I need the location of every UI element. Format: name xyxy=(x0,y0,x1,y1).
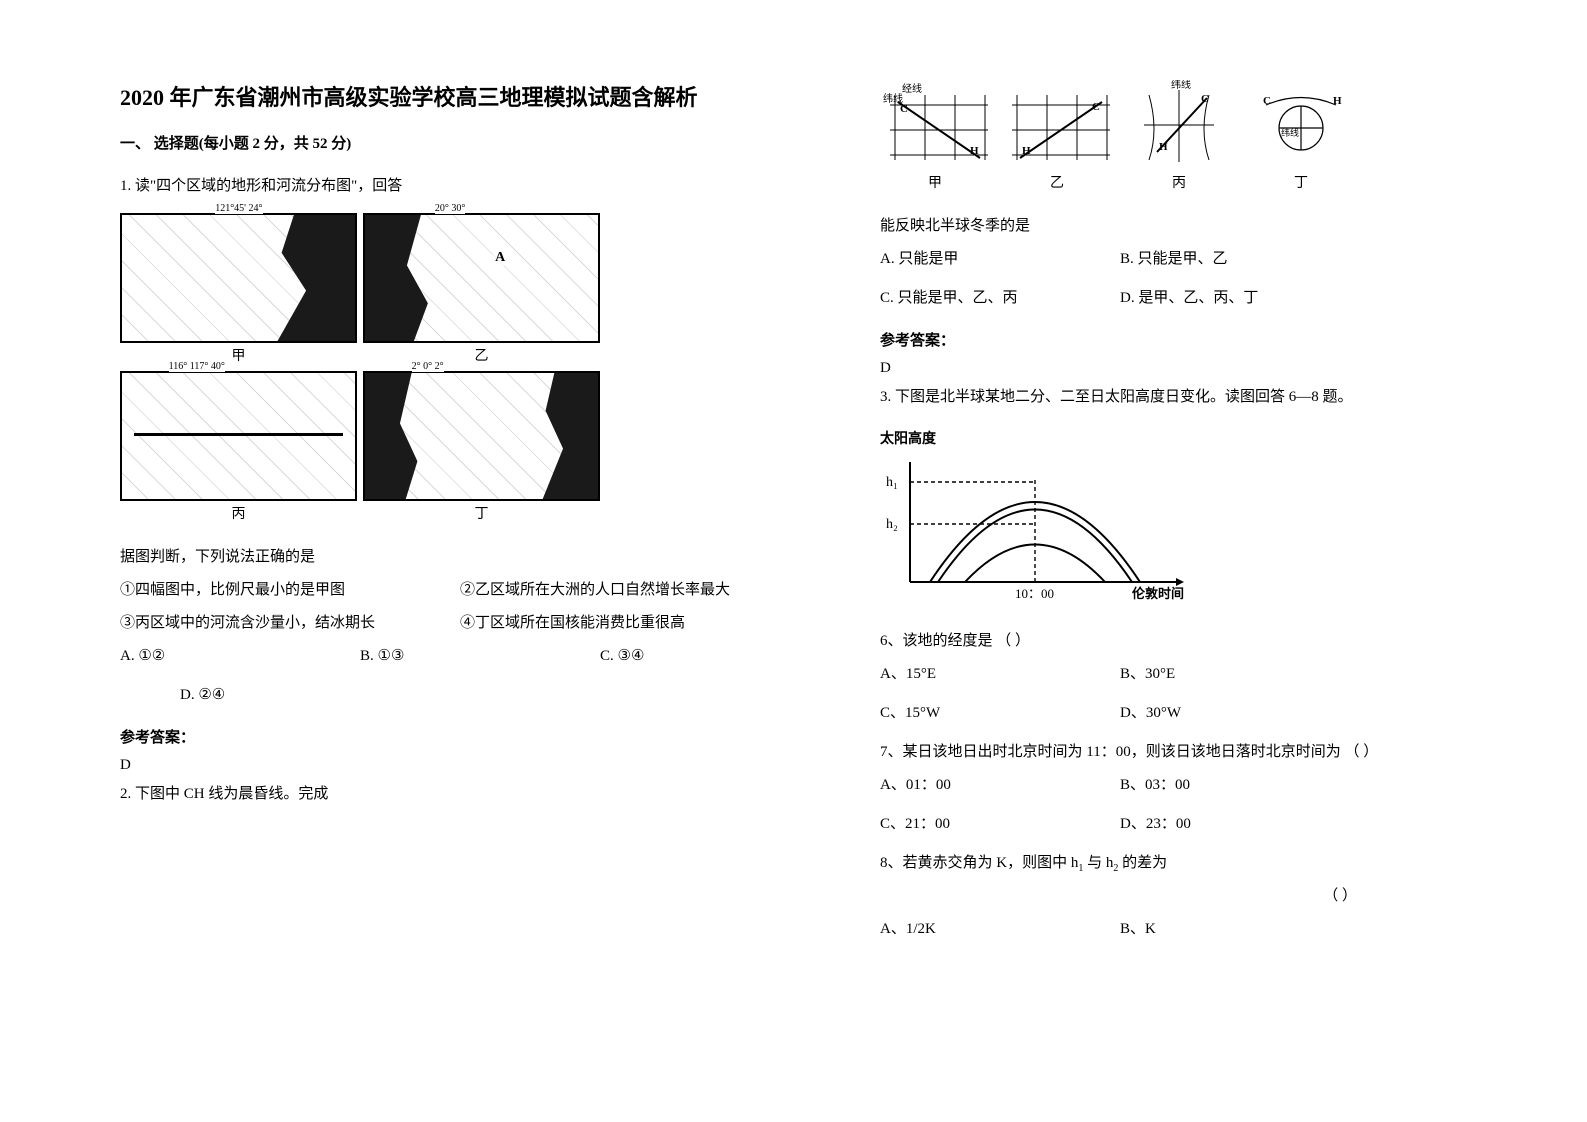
q2-opt-c: C. 只能是甲、乙、丙 xyxy=(880,282,1120,315)
svg-text:C: C xyxy=(1092,101,1100,113)
left-column: 2020 年广东省潮州市高级实验学校高三地理模拟试题含解析 一、 选择题(每小题… xyxy=(100,80,840,1082)
q3-6-C: C、15°W xyxy=(880,697,1120,730)
svg-text:C: C xyxy=(1263,95,1271,107)
svg-text:H: H xyxy=(1022,145,1031,157)
q2-opt-a: A. 只能是甲 xyxy=(880,243,1120,276)
map-label-jia: 甲 xyxy=(120,345,357,365)
q2-answer-label: 参考答案： xyxy=(880,329,1467,350)
q3-7-B: B、03：00 xyxy=(1120,769,1360,802)
map-letter-A: A xyxy=(493,250,507,266)
q3-8-A: A、1/2K xyxy=(880,913,1120,946)
q3-6-prompt: 6、该地的经度是 （ ） xyxy=(880,625,1467,658)
q1-stem: 1. 读"四个区域的地形和河流分布图"，回答 xyxy=(120,171,800,201)
map-label-ding: 丁 xyxy=(363,503,600,523)
q1-s3: ③丙区域中的河流含沙量小，结冰期长 xyxy=(120,607,460,640)
q3-6-B: B、30°E xyxy=(1120,658,1360,691)
q2-stem: 2. 下图中 CH 线为晨昏线。完成 xyxy=(120,778,800,811)
q1-answer: D xyxy=(120,757,800,774)
q2-prompt: 能反映北半球冬季的是 xyxy=(880,210,1467,243)
map-yi: 20° 30° A xyxy=(363,213,600,343)
page-title: 2020 年广东省潮州市高级实验学校高三地理模拟试题含解析 xyxy=(120,80,800,112)
diagram-ding: C H 纬线 丁 xyxy=(1246,80,1356,192)
map-ding: 2° 0° 2° xyxy=(363,371,600,501)
q2-answer: D xyxy=(880,360,1467,377)
sun-altitude-chart: h₁ h₂ 10：00 伦敦时间 xyxy=(880,452,1200,602)
svg-text:H: H xyxy=(1333,95,1342,107)
q3-chart: 太阳高度 h₁ h₂ 10：00 伦敦时间 xyxy=(880,428,1467,607)
q3-6-D: D、30°W xyxy=(1120,697,1360,730)
svg-text:10：00: 10：00 xyxy=(1015,586,1054,601)
q3-7-C: C、21：00 xyxy=(880,808,1120,841)
map-label-bing: 丙 xyxy=(120,503,357,523)
svg-text:H: H xyxy=(1159,141,1168,153)
svg-text:C: C xyxy=(900,103,908,115)
q1-opt-b: B. ①③ xyxy=(360,640,600,673)
svg-text:伦敦时间: 伦敦时间 xyxy=(1132,586,1184,601)
svg-text:C: C xyxy=(1201,93,1209,105)
q2-opt-b: B. 只能是甲、乙 xyxy=(1120,243,1360,276)
svg-text:h₂: h₂ xyxy=(886,517,898,532)
q1-s2: ②乙区域所在大洲的人口自然增长率最大 xyxy=(460,574,800,607)
q1-s1: ①四幅图中，比例尺最小的是甲图 xyxy=(120,574,460,607)
q1-answer-label: 参考答案： xyxy=(120,726,800,747)
right-column: 纬线 经线 C H 甲 C H 乙 xyxy=(840,80,1487,1082)
section-heading: 一、 选择题(每小题 2 分，共 52 分) xyxy=(120,132,800,153)
q3-8-B: B、K xyxy=(1120,913,1360,946)
chart-y-title: 太阳高度 xyxy=(880,428,1467,448)
map-bing: 116° 117° 40° xyxy=(120,371,357,501)
q3-6-A: A、15°E xyxy=(880,658,1120,691)
svg-text:h₁: h₁ xyxy=(886,475,898,490)
diagram-yi: C H 乙 xyxy=(1002,80,1112,192)
q3-8-prompt: 8、若黄赤交角为 K，则图中 h1 与 h2 的差为 xyxy=(880,847,1467,880)
q1-opt-a: A. ①② xyxy=(120,640,360,673)
q1-figure: 121°45' 24° 甲 20° 30° A 乙 116° 117° 40° xyxy=(120,213,800,523)
q3-stem: 3. 下图是北半球某地二分、二至日太阳高度日变化。读图回答 6—8 题。 xyxy=(880,381,1467,414)
svg-text:纬线: 纬线 xyxy=(1171,80,1191,91)
q2-diagrams: 纬线 经线 C H 甲 C H 乙 xyxy=(880,80,1467,192)
q1-opt-d: D. ②④ xyxy=(180,679,225,712)
diagram-jia: 纬线 经线 C H 甲 xyxy=(880,80,990,192)
diagram-bing: C H 纬线 丙 xyxy=(1124,80,1234,192)
river-line xyxy=(134,433,344,436)
map-jia: 121°45' 24° xyxy=(120,213,357,343)
q1-opt-c: C. ③④ xyxy=(600,640,800,673)
svg-text:经线: 经线 xyxy=(902,82,922,95)
svg-text:H: H xyxy=(970,145,979,157)
q1-s4: ④丁区域所在国核能消费比重很高 xyxy=(460,607,800,640)
q3-7-D: D、23：00 xyxy=(1120,808,1360,841)
map-label-yi: 乙 xyxy=(363,345,600,365)
q3-8-paren: （ ） xyxy=(880,880,1467,913)
q3-7-prompt: 7、某日该地日出时北京时间为 11：00，则该日该地日落时北京时间为 （ ） xyxy=(880,736,1467,769)
q1-judge: 据图判断，下列说法正确的是 xyxy=(120,541,800,574)
q3-7-A: A、01：00 xyxy=(880,769,1120,802)
svg-text:纬线: 纬线 xyxy=(1281,127,1299,138)
q2-opt-d: D. 是甲、乙、丙、丁 xyxy=(1120,282,1360,315)
